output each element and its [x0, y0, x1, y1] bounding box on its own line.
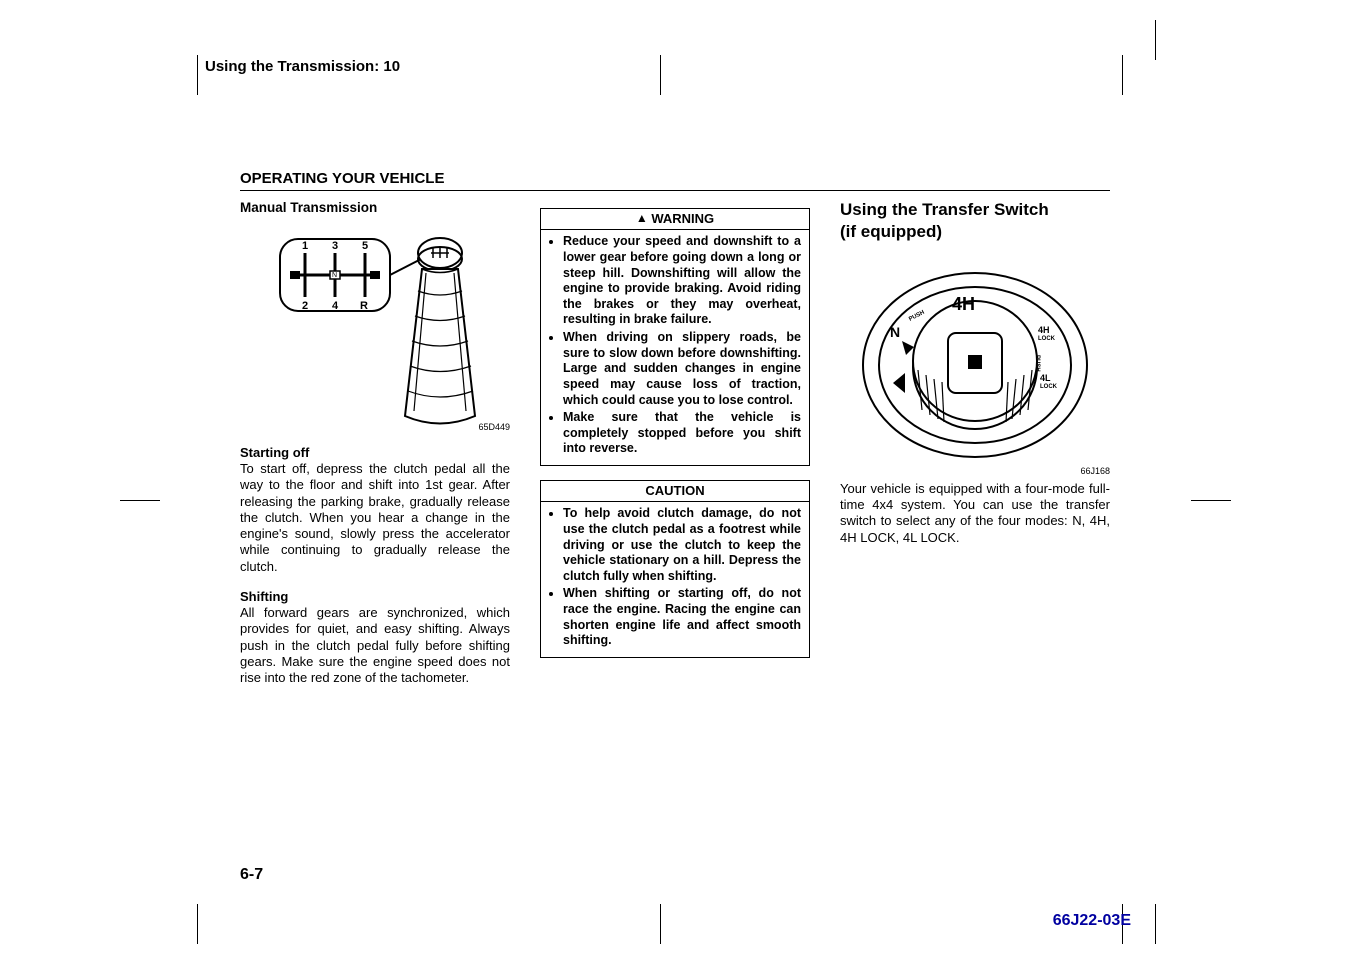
gear-5: 5 [362, 240, 368, 252]
gear-4: 4 [332, 300, 339, 312]
crop-tick [660, 904, 661, 944]
warning-list: Reduce your speed and downshift to a low… [549, 234, 801, 457]
crop-tick [197, 904, 198, 944]
crop-tick [1155, 904, 1156, 944]
crop-tick [120, 500, 160, 501]
transfer-dial-svg: N PUSH 4H 4H LOCK PUSH 4L LOCK [840, 255, 1110, 475]
warning-head: ▲ WARNING [541, 209, 809, 230]
caution-label: CAUTION [645, 483, 704, 498]
column-1: Manual Transmission N 1 3 5 [240, 200, 510, 686]
transfer-switch-title-2: (if equipped) [840, 222, 1110, 242]
shifting-body: All forward gears are synchronized, whic… [240, 605, 510, 686]
crop-tick [1191, 500, 1231, 501]
content-area: Manual Transmission N 1 3 5 [240, 200, 1110, 686]
figure-ref: 66J168 [1080, 466, 1110, 477]
warning-item: Make sure that the vehicle is completely… [563, 410, 801, 457]
gear-2: 2 [302, 300, 308, 312]
shift-pattern-figure: N 1 3 5 2 4 R [240, 221, 510, 431]
starting-off-heading: Starting off [240, 445, 510, 461]
dial-n: N [890, 324, 900, 340]
section-heading: OPERATING YOUR VEHICLE [240, 170, 444, 187]
starting-off-body: To start off, depress the clutch pedal a… [240, 461, 510, 575]
column-2: ▲ WARNING Reduce your speed and downshif… [540, 208, 810, 686]
gear-1: 1 [302, 240, 308, 252]
crop-tick [197, 55, 198, 95]
transfer-switch-body: Your vehicle is equipped with a four-mod… [840, 481, 1110, 546]
section-rule [240, 190, 1110, 191]
shifting-heading: Shifting [240, 589, 510, 605]
dial-4l-sub: LOCK [1040, 384, 1058, 390]
crop-tick [1155, 20, 1156, 60]
page: Using the Transmission: 10 OPERATING YOU… [0, 0, 1351, 954]
caution-item: To help avoid clutch damage, do not use … [563, 506, 801, 584]
warning-label: WARNING [651, 211, 714, 226]
column-3: Using the Transfer Switch (if equipped) [840, 200, 1110, 686]
dial-4h: 4H [952, 294, 975, 314]
figure-ref: 65D449 [478, 422, 510, 433]
warning-callout: ▲ WARNING Reduce your speed and downshif… [540, 208, 810, 466]
dial-4l: 4L [1040, 373, 1051, 383]
gear-n: N [332, 272, 337, 279]
dial-push: PUSH [908, 309, 926, 322]
caution-list: To help avoid clutch damage, do not use … [549, 506, 801, 649]
document-id: 66J22-03E [1053, 912, 1131, 930]
dial-4hlock: 4H [1038, 325, 1050, 335]
running-head: Using the Transmission: 10 [205, 58, 400, 75]
gear-r: R [360, 300, 368, 312]
warning-item: Reduce your speed and downshift to a low… [563, 234, 801, 328]
warning-icon: ▲ [636, 211, 648, 225]
caution-callout: CAUTION To help avoid clutch damage, do … [540, 480, 810, 658]
transfer-dial-figure: N PUSH 4H 4H LOCK PUSH 4L LOCK 66J168 [840, 255, 1110, 475]
manual-transmission-heading: Manual Transmission [240, 200, 510, 217]
crop-tick [1122, 55, 1123, 95]
caution-head: CAUTION [541, 481, 809, 502]
dial-4hlock-sub: LOCK [1038, 336, 1056, 342]
gear-3: 3 [332, 240, 338, 252]
transfer-switch-title-1: Using the Transfer Switch [840, 200, 1110, 220]
warning-item: When driving on slippery roads, be sure … [563, 330, 801, 408]
crop-tick [660, 55, 661, 95]
page-number: 6-7 [240, 866, 263, 884]
caution-item: When shifting or starting off, do not ra… [563, 586, 801, 649]
dial-push2: PUSH [1034, 355, 1040, 372]
shift-pattern-svg: N 1 3 5 2 4 R [240, 221, 510, 431]
